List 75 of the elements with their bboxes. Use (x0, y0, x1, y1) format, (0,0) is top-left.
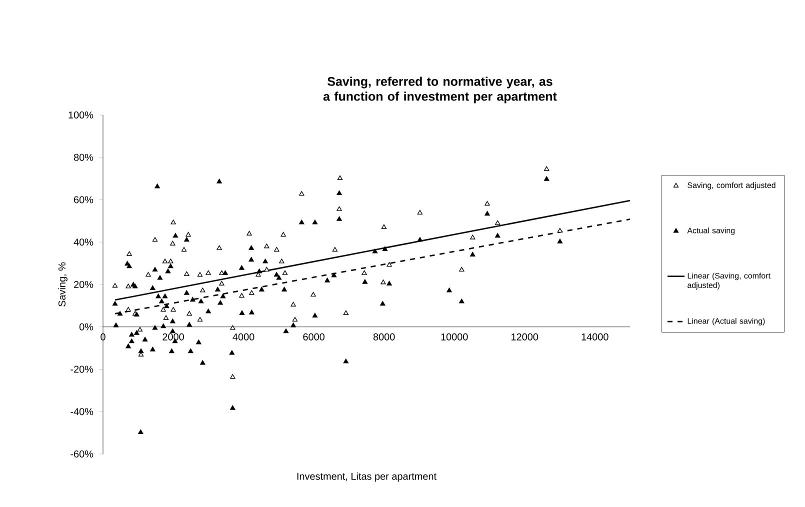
point (170, 220, 176, 224)
point (170, 306, 176, 312)
point (292, 316, 298, 322)
y-tick-label: 60% (74, 196, 94, 204)
y-tick-label: 20% (74, 280, 94, 288)
point (197, 316, 203, 322)
x-tick-label: 14000 (582, 333, 608, 340)
point (343, 310, 349, 315)
point (246, 230, 252, 236)
point (162, 258, 168, 264)
point (495, 220, 500, 225)
point (336, 206, 342, 211)
point (544, 166, 550, 171)
point (126, 284, 131, 288)
point (219, 270, 224, 275)
point (181, 247, 187, 252)
point (200, 288, 206, 292)
y-tick-label: -60% (70, 450, 94, 458)
y-tick-label: 100% (68, 111, 94, 119)
point (197, 272, 203, 277)
point (264, 244, 270, 248)
x-tick-label: 12000 (512, 333, 538, 340)
point (168, 258, 174, 264)
x-tick-label: 8000 (373, 333, 395, 340)
point (362, 270, 367, 275)
point (230, 325, 236, 330)
point (380, 280, 386, 284)
point (219, 280, 224, 286)
point (310, 292, 316, 297)
point (274, 247, 280, 252)
x-tick-label: 10000 (441, 333, 468, 340)
point (186, 311, 192, 316)
point (186, 232, 191, 237)
point (152, 237, 158, 242)
chart-title: Saving, referred to normative year, as a function of investment per apartment (323, 76, 557, 104)
point (170, 240, 176, 246)
point (126, 251, 132, 256)
point (137, 326, 143, 332)
y-tick-label: -20% (70, 366, 94, 373)
point (146, 272, 151, 277)
x-axis-title: Investment, Litas per apartment (297, 472, 436, 482)
point (264, 266, 270, 272)
point (332, 247, 338, 252)
point (381, 224, 387, 229)
x-tick-label: 4000 (232, 333, 254, 340)
x-tick-label: 2000 (162, 333, 184, 340)
point (417, 210, 423, 215)
point (230, 374, 236, 379)
point (126, 306, 131, 312)
point (459, 266, 464, 272)
point (184, 271, 190, 276)
x-tick-label: 6000 (303, 333, 324, 340)
point (160, 306, 166, 312)
y-tick-label: -40% (70, 408, 94, 416)
y-tick-label: 80% (74, 154, 94, 161)
point (216, 245, 222, 250)
y-axis-title: Saving, % (58, 262, 68, 306)
x-tick-label: 0 (100, 333, 106, 340)
point (206, 270, 211, 275)
point (386, 262, 392, 267)
point (163, 315, 169, 320)
point (484, 201, 490, 206)
point (280, 232, 286, 237)
y-tick-label: 40% (74, 238, 94, 246)
point (239, 292, 244, 298)
point (299, 191, 304, 196)
point (337, 175, 343, 180)
point (290, 302, 296, 306)
point (470, 234, 476, 240)
point (279, 258, 284, 264)
point (557, 228, 563, 233)
point (112, 283, 118, 288)
y-tick-label: 0% (79, 323, 94, 330)
point (282, 270, 288, 275)
point (249, 290, 254, 295)
